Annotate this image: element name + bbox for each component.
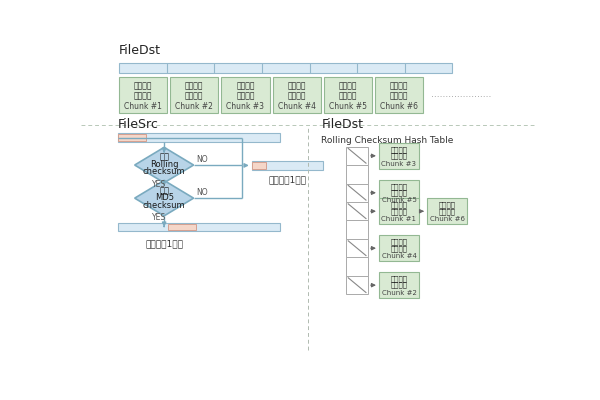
- Bar: [379, 198, 419, 224]
- Bar: [346, 184, 368, 202]
- Bar: [118, 134, 280, 142]
- Bar: [118, 134, 146, 141]
- Text: 弱校验和: 弱校验和: [185, 81, 203, 90]
- Text: 强校验和: 强校验和: [338, 91, 357, 100]
- Bar: [346, 276, 368, 294]
- Text: 弱校验和: 弱校验和: [391, 146, 407, 153]
- Bar: [253, 162, 266, 169]
- Text: 强校验和: 强校验和: [391, 190, 407, 196]
- Text: NO: NO: [196, 188, 208, 197]
- Text: 强校验和: 强校验和: [390, 91, 408, 100]
- Text: 找到: 找到: [159, 186, 169, 195]
- Bar: [324, 77, 372, 113]
- Text: Chunk #3: Chunk #3: [227, 102, 265, 111]
- Bar: [221, 77, 269, 113]
- Bar: [379, 235, 419, 261]
- Text: Rolling Checksum Hash Table: Rolling Checksum Hash Table: [322, 136, 454, 145]
- Bar: [427, 198, 467, 224]
- Text: 弱校验和: 弱校验和: [391, 183, 407, 190]
- Text: 弱校验和: 弱校验和: [134, 81, 152, 90]
- Text: Chunk #5: Chunk #5: [329, 102, 367, 111]
- Text: Chunk #2: Chunk #2: [382, 290, 416, 296]
- Text: 强校验和: 强校验和: [391, 152, 407, 159]
- Text: 弱校验和: 弱校验和: [391, 239, 407, 245]
- Text: YES: YES: [152, 180, 166, 189]
- Bar: [375, 77, 423, 113]
- Text: 强校验和: 强校验和: [185, 91, 203, 100]
- Bar: [346, 202, 368, 220]
- Text: Chunk #2: Chunk #2: [175, 102, 213, 111]
- Bar: [118, 223, 280, 231]
- Text: Chunk #4: Chunk #4: [278, 102, 316, 111]
- Bar: [379, 180, 419, 206]
- Text: Rolling: Rolling: [150, 160, 178, 169]
- Text: 弱校验和: 弱校验和: [439, 202, 455, 208]
- Bar: [346, 146, 368, 165]
- Text: 弱校验和: 弱校验和: [390, 81, 408, 90]
- Text: MD5: MD5: [155, 193, 173, 202]
- Polygon shape: [134, 180, 194, 216]
- Polygon shape: [134, 147, 194, 183]
- Text: 弱校验和: 弱校验和: [391, 202, 407, 208]
- Text: FileDst: FileDst: [119, 44, 161, 57]
- Text: Chunk #6: Chunk #6: [430, 216, 464, 222]
- Bar: [252, 161, 323, 170]
- Text: 强校验和: 强校验和: [236, 91, 255, 100]
- Text: Chunk #1: Chunk #1: [382, 216, 416, 222]
- Text: 强校验和: 强校验和: [287, 91, 306, 100]
- Bar: [170, 77, 218, 113]
- Text: checksum: checksum: [143, 200, 185, 210]
- Text: Chunk #6: Chunk #6: [380, 102, 418, 111]
- Bar: [119, 63, 452, 73]
- Text: Chunk #5: Chunk #5: [382, 198, 416, 204]
- Text: NO: NO: [196, 155, 208, 164]
- Bar: [168, 224, 196, 230]
- Bar: [346, 220, 368, 239]
- Bar: [379, 143, 419, 169]
- Text: FileDst: FileDst: [322, 118, 364, 131]
- Bar: [119, 77, 167, 113]
- Text: 弱校验和: 弱校验和: [236, 81, 255, 90]
- Text: 强校验和: 强校验和: [391, 282, 407, 288]
- Bar: [346, 165, 368, 184]
- Text: checksum: checksum: [143, 168, 185, 176]
- Text: FileSrc: FileSrc: [118, 118, 158, 131]
- Text: 向后偏移1个块: 向后偏移1个块: [145, 239, 183, 248]
- Text: 强校验和: 强校验和: [134, 91, 152, 100]
- Text: Chunk #3: Chunk #3: [382, 160, 416, 166]
- Text: Chunk #1: Chunk #1: [124, 102, 162, 111]
- Bar: [346, 258, 368, 276]
- Bar: [272, 77, 320, 113]
- Text: 强校验和: 强校验和: [439, 208, 455, 214]
- Text: 强校验和: 强校验和: [391, 208, 407, 214]
- Text: Chunk #4: Chunk #4: [382, 253, 416, 259]
- Text: 向后偏移1字节: 向后偏移1字节: [268, 176, 307, 185]
- Text: 弱校验和: 弱校验和: [338, 81, 357, 90]
- Text: 强校验和: 强校验和: [391, 245, 407, 252]
- Text: 弱校验和: 弱校验和: [391, 276, 407, 282]
- Text: 找到: 找到: [159, 153, 169, 162]
- Text: .....................: .....................: [431, 90, 491, 100]
- Text: 弱校验和: 弱校验和: [287, 81, 306, 90]
- Bar: [346, 239, 368, 258]
- Bar: [379, 272, 419, 298]
- Text: YES: YES: [152, 214, 166, 222]
